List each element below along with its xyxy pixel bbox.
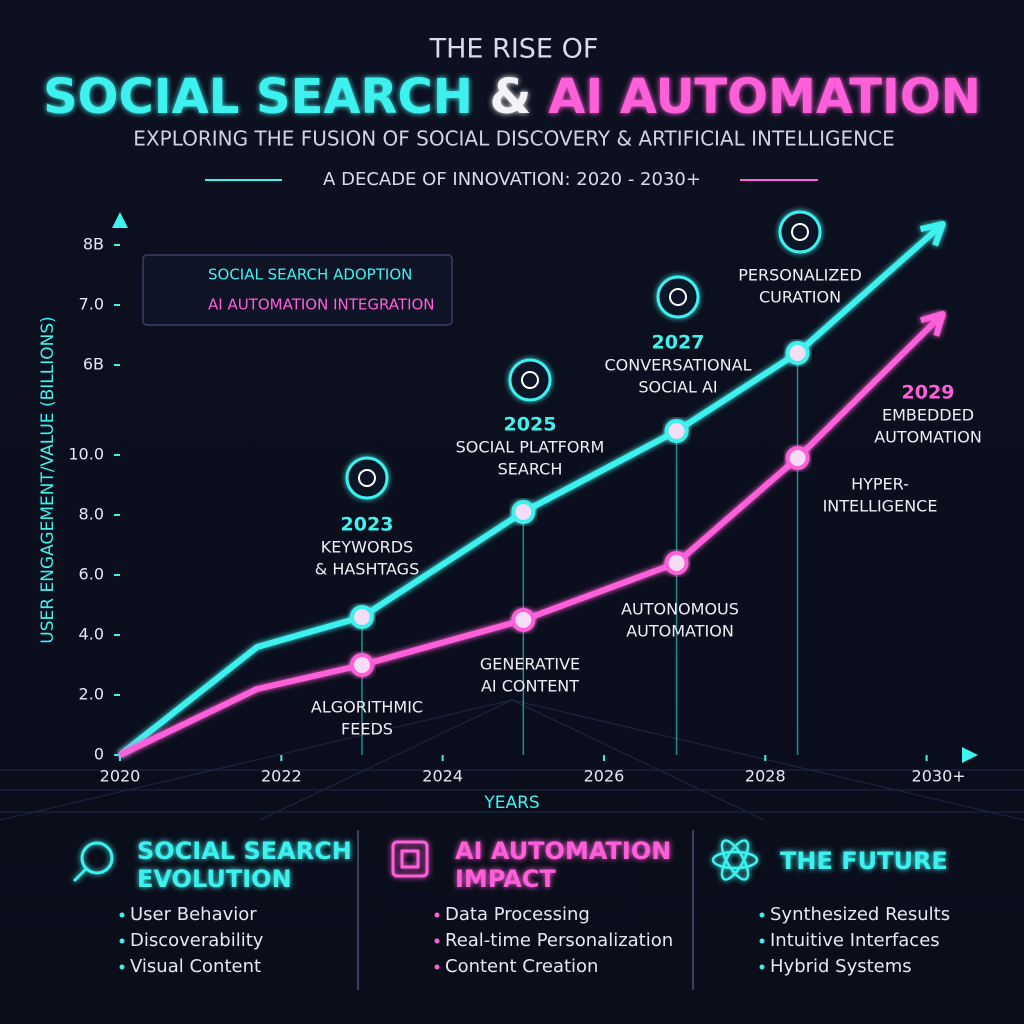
data-point (785, 446, 810, 470)
annotation-text: INTELLIGENCE (823, 497, 938, 516)
data-point (785, 341, 810, 365)
y-tick-label: 8B (83, 235, 104, 254)
x-tick-label: 2030+ (912, 767, 966, 786)
annotation-year: 2025 (504, 414, 557, 436)
panel-bullet (434, 964, 440, 970)
panel-item: User Behavior (130, 904, 257, 925)
floor-grid (0, 699, 1024, 821)
tagline: A DECADE OF INNOVATION: 2020 - 2030+ (323, 169, 701, 190)
y-tick-label: 4.0 (79, 625, 104, 644)
annotation-text: AI CONTENT (481, 677, 579, 696)
panel-item: Synthesized Results (770, 904, 950, 925)
panel-title: THE FUTURE (780, 847, 948, 875)
x-tick-label: 2028 (745, 767, 786, 786)
annotation-text: FEEDS (341, 720, 393, 739)
atom-icon (711, 839, 759, 881)
panel-title: EVOLUTION (137, 865, 292, 893)
chart-title: SOCIAL SEARCH & AI AUTOMATION (43, 69, 981, 125)
panel-item: Content Creation (445, 956, 598, 977)
annotation-year: 2029 (902, 382, 955, 404)
y-tick-label: 8.0 (79, 505, 104, 524)
annotation-text: PERSONALIZED (738, 266, 862, 285)
panel-item: Discoverability (130, 930, 264, 951)
annotation-year: 2023 (341, 514, 394, 536)
panel-item: Hybrid Systems (770, 956, 912, 977)
panel-item: Intuitive Interfaces (770, 930, 940, 951)
data-point (664, 551, 689, 575)
annotation-icon-inner (358, 469, 376, 487)
title-part: AI AUTOMATION (548, 69, 981, 125)
x-axis-arrow (962, 747, 978, 763)
annotation-icon (656, 275, 700, 319)
data-point (349, 605, 374, 629)
data-point (349, 653, 374, 677)
x-tick-label: 2024 (422, 767, 463, 786)
y-axis-label: USER ENGAGEMENT/VALUE (BILLIONS) (38, 316, 58, 643)
x-axis-label: YEARS (483, 793, 539, 813)
annotation-text: CONVERSATIONAL (605, 356, 752, 375)
annotation-text: & HASHTAGS (315, 560, 419, 579)
data-point (511, 500, 536, 524)
data-point (511, 608, 536, 632)
panel-title: AI AUTOMATION (455, 837, 671, 865)
annotation-text: GENERATIVE (480, 655, 580, 674)
annotation-text: SOCIAL PLATFORM (456, 438, 605, 457)
annotation-text: SOCIAL AI (638, 378, 717, 397)
y-tick-label: 6B (83, 355, 104, 374)
annotation-icon (345, 456, 389, 500)
annotation-icon-inner (669, 288, 687, 306)
panel-bullet (759, 912, 765, 918)
annotation-text: HYPER- (851, 475, 909, 494)
panel-title: IMPACT (455, 865, 556, 893)
chip-icon (391, 840, 429, 878)
y-tick-label: 7.0 (79, 295, 104, 314)
annotation-text: SEARCH (498, 460, 563, 479)
panel-bullet (434, 938, 440, 944)
panel-item: Real-time Personalization (445, 930, 673, 951)
panel-bullet (434, 912, 440, 918)
annotation-text: EMBEDDED (882, 406, 974, 425)
annotation-text: ALGORITHMIC (311, 698, 423, 717)
x-tick-label: 2026 (584, 767, 625, 786)
series-arrowhead (919, 221, 946, 247)
title-part: SOCIAL SEARCH (43, 69, 473, 125)
annotation-icon (508, 358, 552, 402)
annotation-icon-inner (521, 371, 539, 389)
legend-label: AI AUTOMATION INTEGRATION (208, 296, 435, 314)
panel-bullet (119, 964, 125, 970)
annotation-text: AUTONOMOUS (621, 600, 739, 619)
annotation-year: 2027 (652, 332, 705, 354)
subtitle: EXPLORING THE FUSION OF SOCIAL DISCOVERY… (133, 127, 894, 151)
data-point (664, 419, 689, 443)
legend-label: SOCIAL SEARCH ADOPTION (208, 266, 412, 284)
annotation-icon (778, 210, 822, 254)
panel-title: SOCIAL SEARCH (137, 837, 352, 865)
y-tick-label: 6.0 (79, 565, 104, 584)
title-part: & (490, 69, 532, 125)
y-axis-arrow (112, 212, 128, 228)
annotation-text: AUTOMATION (874, 428, 982, 447)
panel-bullet (759, 964, 765, 970)
annotation-text: AUTOMATION (626, 622, 734, 641)
legend-box (142, 254, 453, 326)
annotation-icon-inner (791, 223, 809, 241)
panel-bullet (119, 938, 125, 944)
x-tick-label: 2022 (261, 767, 302, 786)
annotation-text: CURATION (759, 288, 841, 307)
y-tick-label: 0 (94, 745, 104, 764)
pretitle: THE RISE OF (429, 34, 599, 65)
y-tick-label: 2.0 (79, 685, 104, 704)
annotation-text: KEYWORDS (321, 538, 413, 557)
panel-bullet (759, 938, 765, 944)
series-arrowhead (919, 311, 946, 337)
x-tick-label: 2020 (100, 767, 141, 786)
search-icon (72, 841, 114, 883)
panel-item: Data Processing (445, 904, 590, 925)
panel-bullet (119, 912, 125, 918)
y-tick-label: 10.0 (68, 445, 104, 464)
panel-item: Visual Content (130, 956, 261, 977)
